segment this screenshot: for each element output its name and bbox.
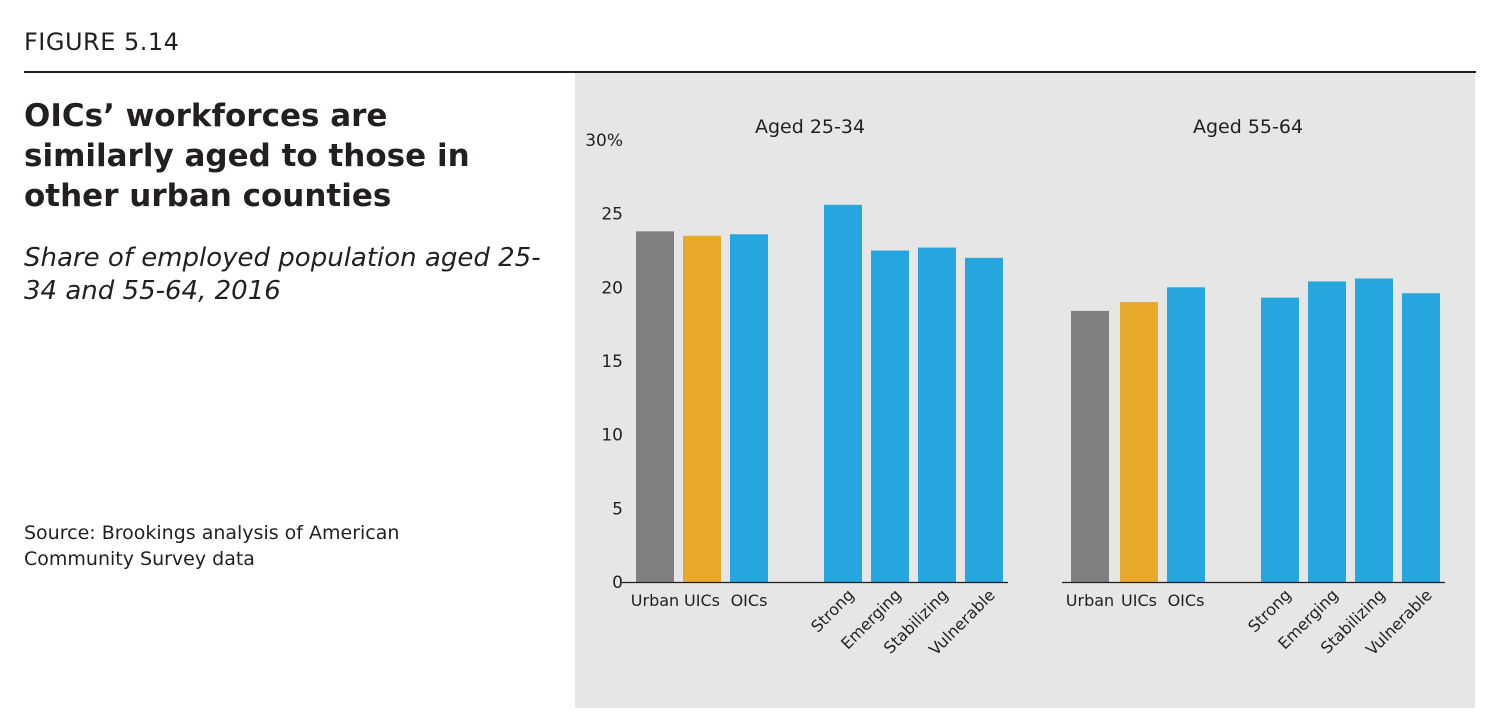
y-tick-label: 30% xyxy=(585,131,623,151)
category-label: OICs xyxy=(731,591,768,610)
y-tick-label: 20 xyxy=(601,278,623,298)
chart-title: OICs’ workforces are similarly aged to t… xyxy=(24,98,470,214)
bar-strong xyxy=(824,204,862,582)
bar-emerging xyxy=(871,250,909,582)
bar-vulnerable xyxy=(965,257,1003,582)
y-tick-label: 15 xyxy=(601,352,623,372)
panel-title: Aged 55-64 xyxy=(1193,116,1303,138)
category-label: UICs xyxy=(684,591,720,610)
bar-stabilizing xyxy=(918,247,956,582)
panel-title: Aged 25-34 xyxy=(755,116,865,138)
bar-emerging xyxy=(1308,281,1346,582)
bar-vulnerable xyxy=(1402,293,1440,582)
figure-label: FIGURE 5.14 xyxy=(24,28,180,56)
bar-uics xyxy=(1120,302,1158,582)
bar-oics xyxy=(1167,287,1205,582)
bar-stabilizing xyxy=(1355,278,1393,582)
category-label: Urban xyxy=(1066,591,1114,610)
chart-subtitle: Share of employed population aged 25-34 … xyxy=(24,243,541,306)
divider xyxy=(24,71,1476,73)
category-label: Urban xyxy=(631,591,679,610)
bar-oics xyxy=(730,234,768,582)
bar-urban xyxy=(1071,310,1109,582)
bar-strong xyxy=(1261,297,1299,582)
y-tick-label: 5 xyxy=(612,499,623,519)
category-label: UICs xyxy=(1121,591,1157,610)
category-label: OICs xyxy=(1168,591,1205,610)
y-tick-label: 25 xyxy=(601,205,623,225)
y-tick-label: 0 xyxy=(612,573,623,593)
bar-uics xyxy=(683,235,721,582)
bar-urban xyxy=(636,231,674,582)
y-tick-label: 10 xyxy=(601,426,623,446)
source-note: Source: Brookings analysis of American C… xyxy=(24,522,400,570)
